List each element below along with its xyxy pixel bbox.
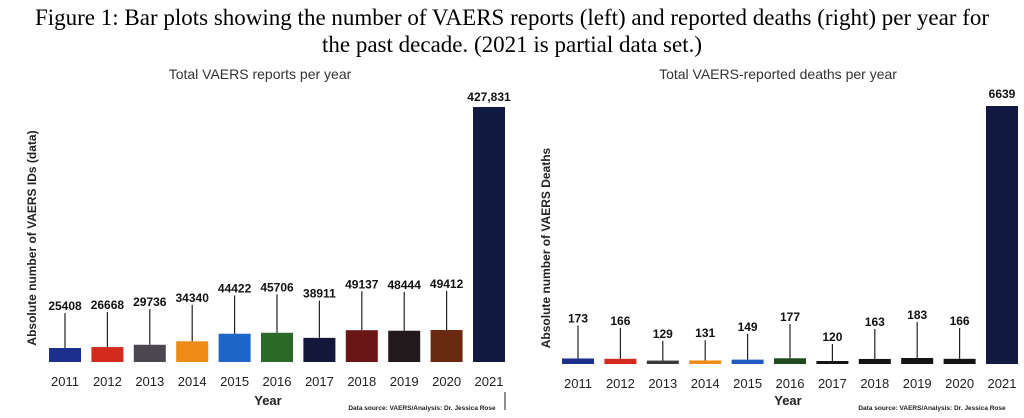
reports-tick-2015: 2015 — [220, 374, 249, 389]
deaths-chart-title: Total VAERS-reported deaths per year — [659, 66, 897, 82]
deaths-x-axis-label: Year — [774, 393, 801, 408]
reports-value-label-2021: 427,831 — [467, 90, 511, 104]
deaths-value-label-2012: 166 — [610, 314, 630, 328]
reports-bars: 25408 2011 26668 2012 29736 2013 34340 2014 4442… — [48, 90, 511, 389]
deaths-chart: Total VAERS-reported deaths per year Abs… — [539, 66, 1018, 412]
reports-value-label-2012: 26668 — [91, 298, 125, 312]
reports-tick-2014: 2014 — [178, 374, 207, 389]
reports-chart-title: Total VAERS reports per year — [169, 66, 352, 82]
reports-y-axis-label: Absolute number of VAERS IDs (data) — [25, 130, 39, 345]
reports-bar-2016 — [261, 332, 293, 362]
deaths-tick-2012: 2012 — [606, 376, 635, 391]
reports-tick-2016: 2016 — [263, 374, 292, 389]
reports-bar-2017 — [303, 337, 336, 362]
deaths-value-label-2011: 173 — [568, 311, 588, 325]
reports-value-label-2017: 38911 — [303, 287, 336, 301]
reports-bar-2021 — [473, 107, 505, 362]
reports-bar-2020 — [430, 330, 463, 362]
reports-tick-2017: 2017 — [305, 374, 334, 389]
reports-value-label-2016: 45706 — [260, 280, 294, 294]
deaths-bar-2013 — [646, 360, 679, 364]
reports-value-label-2020: 49412 — [430, 277, 464, 291]
deaths-bar-2017 — [816, 361, 849, 364]
reports-tick-2012: 2012 — [93, 374, 122, 389]
reports-bar-2012 — [91, 347, 124, 362]
reports-bar-2011 — [49, 348, 81, 362]
caption-line-2: the past decade. (2021 is partial data s… — [322, 32, 702, 57]
deaths-tick-2017: 2017 — [818, 376, 847, 391]
reports-value-label-2014: 34340 — [176, 291, 210, 305]
reports-bar-2013 — [133, 344, 166, 362]
deaths-data-source: Data source: VAERS/Analysis: Dr. Jessica… — [858, 405, 1006, 412]
deaths-bar-2014 — [689, 360, 722, 364]
deaths-value-label-2017: 120 — [822, 330, 842, 344]
deaths-tick-2019: 2019 — [903, 376, 932, 391]
deaths-value-label-2015: 149 — [738, 320, 758, 334]
deaths-bar-2012 — [604, 358, 637, 364]
reports-bar-2015 — [218, 333, 251, 362]
reports-data-source: Data source: VAERS/Analysis: Dr. Jessica… — [348, 405, 496, 412]
reports-value-label-2019: 48444 — [388, 278, 422, 292]
reports-value-label-2011: 25408 — [48, 299, 82, 313]
deaths-bar-2018 — [858, 358, 891, 364]
deaths-y-axis-label: Absolute number of VAERS Deaths — [539, 147, 553, 348]
reports-chart: Total VAERS reports per year Absolute nu… — [25, 66, 511, 412]
deaths-bar-2019 — [901, 358, 934, 364]
deaths-bar-2021 — [986, 106, 1018, 364]
reports-bar-2019 — [388, 330, 421, 362]
deaths-tick-2015: 2015 — [733, 376, 762, 391]
deaths-tick-2011: 2011 — [564, 376, 592, 391]
reports-value-label-2013: 29736 — [133, 295, 167, 309]
deaths-tick-2021: 2021 — [988, 376, 1017, 391]
deaths-bar-2016 — [774, 358, 806, 364]
deaths-value-label-2013: 129 — [653, 327, 673, 341]
deaths-bar-2011 — [562, 358, 594, 364]
deaths-tick-2014: 2014 — [691, 376, 720, 391]
deaths-tick-2016: 2016 — [776, 376, 805, 391]
reports-bar-2014 — [176, 341, 209, 362]
deaths-value-label-2018: 163 — [865, 315, 885, 329]
deaths-tick-2020: 2020 — [945, 376, 974, 391]
reports-tick-2011: 2011 — [51, 374, 79, 389]
reports-value-label-2015: 44422 — [218, 282, 252, 296]
deaths-value-label-2020: 166 — [950, 314, 970, 328]
reports-tick-2019: 2019 — [390, 374, 419, 389]
reports-bar-2018 — [345, 330, 378, 362]
deaths-value-label-2019: 183 — [907, 308, 927, 322]
caption-line-1: Figure 1: Bar plots showing the number o… — [34, 5, 990, 30]
reports-tick-2013: 2013 — [135, 374, 164, 389]
deaths-value-label-2014: 131 — [695, 326, 715, 340]
deaths-value-label-2016: 177 — [780, 310, 800, 324]
deaths-bar-2015 — [731, 359, 764, 364]
deaths-bar-2020 — [943, 358, 976, 364]
deaths-value-label-2021: 6639 — [989, 87, 1016, 101]
deaths-tick-2013: 2013 — [648, 376, 677, 391]
reports-tick-2018: 2018 — [347, 374, 376, 389]
reports-x-axis-label: Year — [254, 393, 281, 408]
figure-caption: Figure 1: Bar plots showing the number o… — [0, 4, 1024, 58]
deaths-bars: 173 2011 166 2012 129 2013 131 2014 149 2015 177 20… — [562, 87, 1018, 391]
reports-tick-2021: 2021 — [475, 374, 504, 389]
reports-tick-2020: 2020 — [432, 374, 461, 389]
reports-value-label-2018: 49137 — [345, 277, 379, 291]
deaths-tick-2018: 2018 — [860, 376, 889, 391]
